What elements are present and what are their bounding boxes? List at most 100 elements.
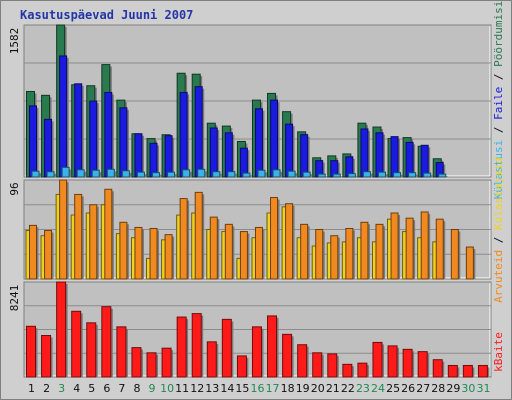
bar-kBaite-1 — [26, 325, 38, 378]
bar-Külastusi-15 — [242, 172, 252, 178]
bar-kBaite-18 — [282, 333, 294, 378]
legend-entry: Külastajaid — [492, 157, 505, 230]
legend-visits: Külastusi / Faile / Pöördumisi — [492, 1, 505, 200]
bar-Külastusi-1 — [31, 170, 41, 178]
bar-kBaite-15 — [236, 355, 249, 378]
x-tick-label: 4 — [73, 382, 80, 395]
bar-Arvuteid-21 — [330, 235, 340, 280]
x-tick-label: 9 — [149, 382, 156, 395]
bar-kBaite-30 — [462, 364, 475, 378]
bar-kBaite-27 — [417, 351, 430, 378]
bar-Külastusi-6 — [106, 168, 117, 178]
bar-Faile-23 — [360, 128, 370, 178]
bar-kBaite-21 — [327, 353, 339, 378]
bar-Külastusi-27 — [423, 172, 433, 178]
bar-kBaite-22 — [342, 363, 354, 378]
bar-kBaite-9 — [146, 352, 159, 378]
bar-Külastusi-5 — [91, 169, 102, 178]
bar-Arvuteid-19 — [300, 223, 310, 280]
bar-Arvuteid-2 — [44, 230, 54, 280]
bar-Faile-3 — [59, 55, 69, 178]
x-tick-label: 17 — [266, 382, 280, 395]
x-tick-label: 14 — [220, 382, 234, 395]
bar-kBaite-26 — [402, 348, 415, 378]
legend-entry: Faile — [492, 87, 505, 120]
bar-Faile-18 — [285, 123, 295, 178]
bar-Arvuteid-24 — [375, 223, 385, 280]
bar-Külastusi-7 — [121, 170, 132, 178]
bar-kBaite-23 — [357, 362, 369, 378]
bar-kBaite-5 — [86, 322, 98, 378]
legend-entry: kBaite — [492, 332, 505, 372]
bar-Arvuteid-1 — [29, 224, 39, 280]
legend-entry: Pöördumisi — [492, 1, 505, 67]
x-tick-label: 25 — [386, 382, 400, 395]
x-tick-label: 28 — [431, 382, 445, 395]
bar-Arvuteid-9 — [149, 227, 160, 280]
bar-Faile-19 — [300, 134, 310, 178]
legend-sites: Arvuteid / Külastajaid — [492, 157, 505, 303]
x-tick-label: 16 — [251, 382, 265, 395]
bar-Külastusi-8 — [136, 171, 147, 178]
bar-Arvuteid-22 — [345, 227, 355, 280]
bar-kBaite-29 — [447, 364, 460, 378]
x-tick-label: 10 — [160, 382, 174, 395]
panel-kbytes: 8241 — [8, 281, 492, 378]
bar-Faile-24 — [375, 132, 385, 178]
bar-kBaite-11 — [176, 316, 189, 378]
bar-Külastusi-13 — [212, 171, 222, 178]
bar-Külastusi-11 — [182, 169, 192, 178]
x-tick-label: 2 — [43, 382, 50, 395]
bar-kBaite-19 — [297, 344, 309, 378]
bar-Külastusi-19 — [302, 171, 313, 178]
x-tick-label: 6 — [103, 382, 110, 395]
bar-kBaite-20 — [312, 352, 324, 378]
x-tick-label: 24 — [371, 382, 385, 395]
bar-Külastusi-3 — [61, 166, 72, 178]
bar-kBaite-31 — [477, 364, 490, 378]
bar-Külastusi-22 — [347, 173, 358, 178]
x-tick-label: 13 — [205, 382, 219, 395]
bar-Arvuteid-11 — [179, 198, 190, 280]
bar-Külastusi-10 — [167, 171, 177, 178]
legend-entry: Külastusi — [492, 140, 505, 200]
axis-max-label: 1582 — [8, 28, 21, 55]
bar-Faile-11 — [179, 91, 190, 178]
bar-Külastusi-25 — [393, 172, 403, 178]
bar-kBaite-16 — [251, 326, 264, 378]
bar-Faile-26 — [405, 141, 416, 178]
x-tick-label: 12 — [190, 382, 204, 395]
bar-Arvuteid-16 — [254, 226, 265, 280]
page-title: Kasutuspäevad Juuni 2007 — [20, 8, 194, 22]
bar-Faile-8 — [134, 133, 144, 178]
x-tick-label: 18 — [281, 382, 295, 395]
bar-Arvuteid-5 — [89, 204, 99, 280]
x-tick-label: 3 — [58, 382, 65, 395]
bar-Faile-2 — [44, 118, 54, 178]
bar-Faile-16 — [254, 108, 265, 178]
bar-Arvuteid-15 — [239, 231, 250, 280]
bar-kBaite-10 — [161, 347, 174, 378]
bar-Faile-9 — [149, 142, 160, 178]
bar-kBaite-3 — [56, 281, 68, 378]
bar-kBaite-7 — [116, 326, 128, 378]
bar-Arvuteid-12 — [194, 191, 205, 280]
bar-Faile-7 — [119, 107, 129, 178]
bar-Külastusi-20 — [317, 173, 328, 178]
bar-Arvuteid-30 — [465, 246, 476, 280]
bar-Faile-12 — [194, 86, 205, 178]
bar-kBaite-13 — [206, 341, 219, 378]
x-tick-label: 23 — [356, 382, 370, 395]
bar-Faile-10 — [164, 135, 175, 178]
bar-kBaite-6 — [101, 306, 113, 378]
panel-sites: 96 — [8, 179, 492, 280]
bar-kBaite-24 — [372, 341, 384, 378]
bar-Külastusi-17 — [272, 169, 283, 178]
bar-kBaite-28 — [432, 359, 445, 378]
axis-max-label: 96 — [8, 182, 21, 195]
bar-Arvuteid-28 — [435, 218, 446, 280]
bar-Arvuteid-27 — [420, 211, 431, 280]
legend-entry: Arvuteid — [492, 250, 505, 303]
bar-kBaite-8 — [131, 347, 143, 378]
